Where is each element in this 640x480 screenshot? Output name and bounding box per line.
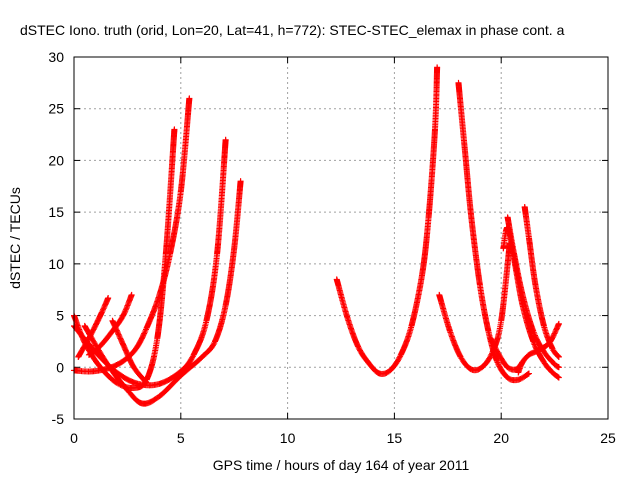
data-point-marker bbox=[222, 136, 229, 143]
data-point-marker bbox=[114, 330, 121, 337]
data-point-marker bbox=[394, 357, 401, 364]
x-tick-label: 25 bbox=[600, 430, 616, 446]
data-point-marker bbox=[491, 343, 498, 350]
data-point-marker bbox=[128, 291, 135, 298]
data-point-marker bbox=[486, 354, 493, 361]
chart-title: dSTEC Iono. truth (orid, Lon=20, Lat=41,… bbox=[20, 22, 565, 38]
data-point-marker bbox=[490, 342, 497, 349]
series-12 bbox=[504, 214, 562, 371]
data-point-marker bbox=[555, 320, 562, 327]
data-point-marker bbox=[555, 353, 562, 360]
data-point-marker bbox=[210, 341, 217, 348]
data-point-marker bbox=[531, 331, 538, 338]
data-point-marker bbox=[519, 359, 526, 366]
data-point-marker bbox=[121, 309, 128, 316]
axis-ticks: 0 5 10 15 20 25 -5 0 5 10 15 20 25 30 bbox=[48, 49, 616, 446]
data-point-marker bbox=[99, 308, 106, 315]
data-point-marker bbox=[116, 332, 123, 339]
series-5 bbox=[75, 294, 112, 360]
data-point-marker bbox=[171, 126, 178, 133]
data-point-marker bbox=[395, 356, 402, 363]
y-tick-label: 15 bbox=[48, 204, 64, 220]
data-point-marker bbox=[396, 354, 403, 361]
x-tick-label: 10 bbox=[280, 430, 296, 446]
data-point-marker bbox=[434, 64, 441, 71]
data-point-marker bbox=[100, 306, 107, 313]
data-point-marker bbox=[105, 294, 112, 301]
data-point-marker bbox=[186, 95, 193, 102]
data-point-marker bbox=[495, 360, 502, 367]
data-point-marker bbox=[141, 329, 148, 336]
data-point-marker bbox=[115, 331, 122, 338]
y-tick-label: 25 bbox=[48, 101, 64, 117]
y-tick-label: 30 bbox=[48, 49, 64, 65]
data-point-marker bbox=[142, 327, 149, 334]
series-7 bbox=[109, 317, 150, 386]
data-point-marker bbox=[122, 306, 129, 313]
data-point-marker bbox=[116, 334, 123, 341]
data-point-marker bbox=[552, 329, 559, 336]
data-point-marker bbox=[100, 305, 107, 312]
x-axis-label: GPS time / hours of day 164 of year 2011 bbox=[213, 457, 470, 473]
data-point-marker bbox=[555, 364, 562, 371]
y-tick-label: 0 bbox=[56, 359, 64, 375]
data-point-marker bbox=[494, 359, 501, 366]
data-point-marker bbox=[550, 331, 557, 338]
data-point-marker bbox=[113, 327, 120, 334]
data-point-marker bbox=[209, 342, 216, 349]
y-tick-label: 20 bbox=[48, 152, 64, 168]
data-point-marker bbox=[532, 342, 539, 349]
series-15 bbox=[487, 335, 526, 373]
series-13 bbox=[521, 203, 562, 360]
plot-frame bbox=[73, 56, 609, 420]
data-point-marker bbox=[122, 307, 129, 314]
y-tick-label: 10 bbox=[48, 256, 64, 272]
data-point-marker bbox=[550, 359, 557, 366]
data-point-marker bbox=[237, 178, 244, 185]
data-point-marker bbox=[355, 343, 362, 350]
data-point-marker bbox=[140, 331, 147, 338]
x-tick-label: 0 bbox=[70, 430, 78, 446]
data-point-marker bbox=[355, 344, 362, 351]
data-point-marker bbox=[188, 355, 195, 362]
data-point-marker bbox=[493, 358, 500, 365]
x-tick-label: 15 bbox=[387, 430, 403, 446]
data-point-marker bbox=[551, 330, 558, 337]
data-point-marker bbox=[142, 378, 149, 385]
series-9 bbox=[436, 240, 513, 374]
series-8 bbox=[333, 64, 441, 377]
x-tick-label: 5 bbox=[177, 430, 185, 446]
data-point-marker bbox=[143, 379, 150, 386]
data-point-marker bbox=[141, 330, 148, 337]
y-axis-label: dSTEC / TECUs bbox=[7, 187, 23, 289]
data-point-marker bbox=[117, 335, 124, 342]
data-point-marker bbox=[98, 309, 105, 316]
data-point-marker bbox=[114, 328, 121, 335]
x-tick-label: 20 bbox=[493, 430, 509, 446]
data-series bbox=[71, 64, 562, 407]
data-point-marker bbox=[525, 370, 532, 377]
data-point-marker bbox=[550, 333, 557, 340]
y-tick-label: 5 bbox=[56, 308, 64, 324]
data-point-marker bbox=[492, 344, 499, 351]
series-10 bbox=[455, 79, 532, 384]
data-point-marker bbox=[532, 332, 539, 339]
y-tick-label: -5 bbox=[52, 411, 65, 427]
data-point-marker bbox=[532, 333, 539, 340]
data-point-marker bbox=[555, 374, 562, 381]
